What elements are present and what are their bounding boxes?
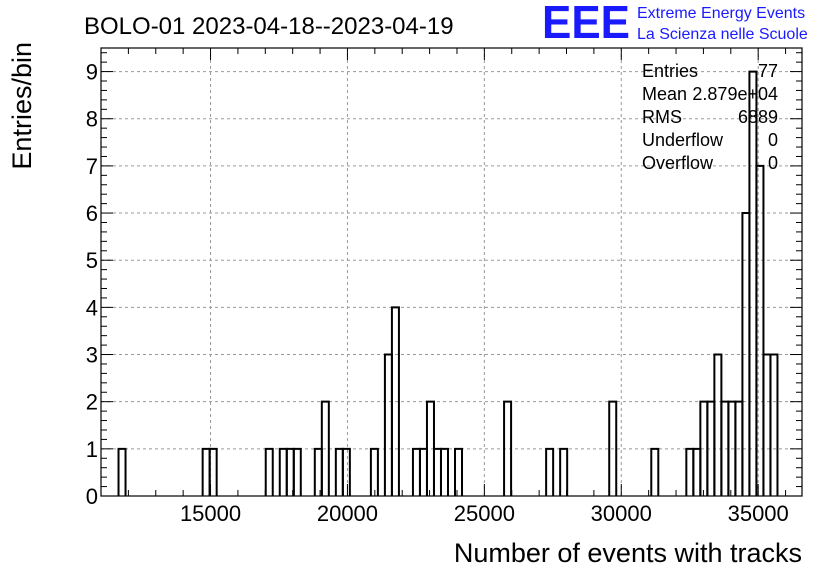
histogram-bin <box>320 400 330 496</box>
histogram-bin <box>313 447 323 496</box>
histogram-bars <box>117 70 779 496</box>
y-tick-label: 4 <box>86 295 98 320</box>
y-axis-label: Entries/bin <box>7 42 37 170</box>
histogram-bin <box>208 447 218 496</box>
histogram-bin <box>411 447 421 496</box>
stats-rms-label: RMS <box>642 107 682 127</box>
y-tick-label: 6 <box>86 201 98 226</box>
x-tick-label: 35000 <box>728 501 789 526</box>
histogram-bin <box>762 353 772 496</box>
histogram-bin <box>769 353 779 496</box>
y-tick-label: 5 <box>86 248 98 273</box>
stats-mean-value: 2.879e+04 <box>692 84 778 104</box>
histogram-bin <box>418 447 428 496</box>
histogram-bin <box>383 353 393 496</box>
histogram-bin <box>285 447 295 496</box>
histogram-bin <box>503 400 513 496</box>
stats-box: Entries 77 Mean 2.879e+04 RMS 6889 Under… <box>642 61 778 173</box>
histogram-bin <box>439 447 449 496</box>
eee-logo-line2: La Scienza nelle Scuole <box>637 26 808 43</box>
x-tick-label: 25000 <box>454 501 515 526</box>
stats-underflow-value: 0 <box>768 130 778 150</box>
y-tick-labels: 0 1 2 3 4 5 6 7 8 9 <box>86 60 98 509</box>
y-tick-label: 9 <box>86 60 98 85</box>
y-tick-label: 1 <box>86 437 98 462</box>
y-tick-label: 0 <box>86 484 98 509</box>
eee-logo: EEE Extreme Energy Events La Scienza nel… <box>542 0 808 48</box>
histogram-bin <box>369 447 379 496</box>
histogram-bin <box>341 447 351 496</box>
histogram-bin <box>748 70 758 496</box>
eee-logo-mark: EEE <box>542 0 630 48</box>
chart-title: BOLO-01 2023-04-18--2023-04-19 <box>84 13 454 40</box>
histogram-bin <box>390 306 400 496</box>
histogram-bin <box>545 447 555 496</box>
stats-mean-label: Mean <box>642 84 687 104</box>
eee-logo-line1: Extreme Energy Events <box>637 5 805 22</box>
y-tick-label: 8 <box>86 107 98 132</box>
histogram-bin <box>454 447 464 496</box>
axis-ticks <box>100 48 802 497</box>
histogram-bin <box>559 447 569 496</box>
histogram-bin <box>608 400 618 496</box>
plot-frame <box>100 47 803 497</box>
stats-underflow-label: Underflow <box>642 130 724 150</box>
stats-overflow-value: 0 <box>768 153 778 173</box>
histogram-bin <box>713 353 723 496</box>
stats-rms-value: 6889 <box>738 107 778 127</box>
histogram-bin <box>650 447 660 496</box>
histogram-bin <box>692 447 702 496</box>
x-tick-labels: 15000 20000 25000 30000 35000 <box>180 501 789 526</box>
stats-entries-label: Entries <box>642 61 698 81</box>
histogram-bin <box>117 447 127 496</box>
histogram-bin <box>334 447 344 496</box>
x-tick-label: 20000 <box>317 501 378 526</box>
histogram-bin <box>755 164 765 496</box>
stats-entries-value: 77 <box>758 61 778 81</box>
x-tick-label: 15000 <box>180 501 241 526</box>
histogram-bin <box>292 447 302 496</box>
histogram-bin <box>264 447 274 496</box>
histogram-bin <box>685 447 695 496</box>
y-tick-label: 3 <box>86 343 98 368</box>
grid-lines <box>101 48 802 496</box>
histogram-bin <box>278 447 288 496</box>
y-tick-label: 7 <box>86 154 98 179</box>
histogram-bin <box>201 447 211 496</box>
x-tick-label: 30000 <box>591 501 652 526</box>
histogram-bin <box>432 447 442 496</box>
x-axis-label: Number of events with tracks <box>454 538 802 568</box>
y-tick-label: 2 <box>86 390 98 415</box>
stats-overflow-label: Overflow <box>642 153 714 173</box>
